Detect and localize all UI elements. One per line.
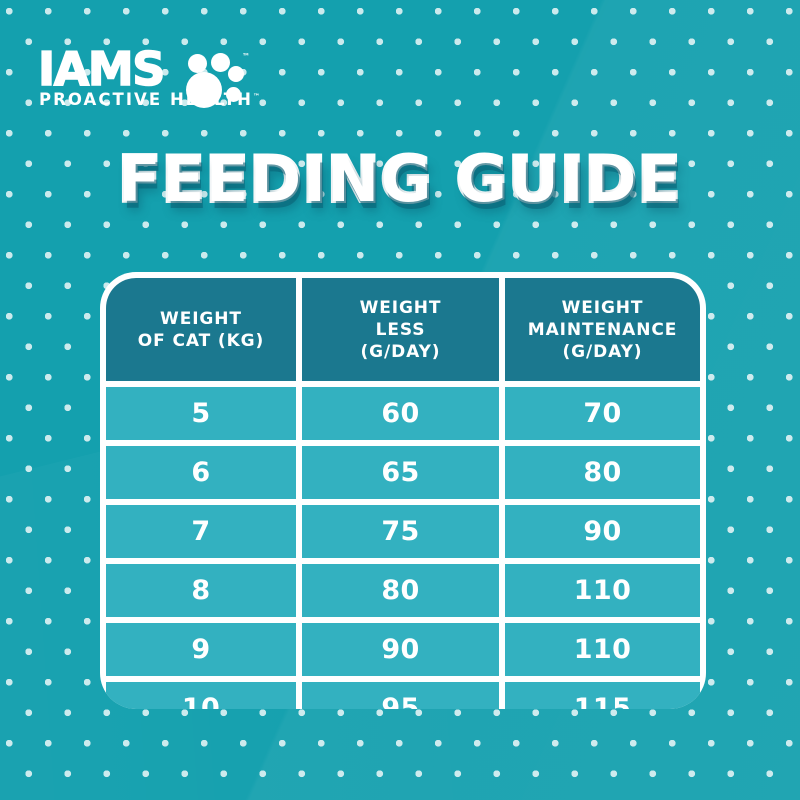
cell-weight-kg: 7 <box>106 505 296 558</box>
cell-weight-maintenance: 80 <box>505 446 700 499</box>
table-row: 6 65 80 <box>106 446 700 499</box>
cell-weight-maintenance: 110 <box>505 564 700 617</box>
cell-weight-maintenance: 90 <box>505 505 700 558</box>
paw-toe-1-shape <box>188 54 207 73</box>
cell-weight-less: 95 <box>302 682 499 709</box>
header-line: WEIGHT <box>359 297 442 318</box>
page-title: FEEDING GUIDE <box>116 141 682 218</box>
header-line: MAINTENANCE <box>527 319 678 340</box>
cell-weight-maintenance: 70 <box>505 387 700 440</box>
table-row: 9 90 110 <box>106 623 700 676</box>
cell-weight-kg: 9 <box>106 623 296 676</box>
cell-weight-less: 80 <box>302 564 499 617</box>
wordmark-trademark-symbol: ™ <box>242 52 250 61</box>
cell-weight-less: 60 <box>302 387 499 440</box>
cell-weight-kg: 10 <box>106 682 296 709</box>
table-row: 7 75 90 <box>106 505 700 558</box>
cell-weight-kg: 8 <box>106 564 296 617</box>
table-header-weight-of-cat: WEIGHT OF CAT (KG) <box>106 278 296 381</box>
cell-weight-maintenance: 110 <box>505 623 700 676</box>
header-line: (G/DAY) <box>360 341 441 362</box>
table-header-weight-maintenance: WEIGHT MAINTENANCE (G/DAY) <box>505 278 700 381</box>
cell-weight-kg: 6 <box>106 446 296 499</box>
cell-weight-less: 65 <box>302 446 499 499</box>
table-header-weight-less: WEIGHT LESS (G/DAY) <box>302 278 499 381</box>
cell-weight-kg: 5 <box>106 387 296 440</box>
paw-toe-2-shape <box>211 53 230 72</box>
table-row: 5 60 70 <box>106 387 700 440</box>
header-line: (G/DAY) <box>562 341 643 362</box>
brand-tagline: PROACTIVE HEALTH™ <box>39 90 260 109</box>
header-line: LESS <box>375 319 426 340</box>
brand-logo: IAMS ™ PROACTIVE HEALTH™ <box>37 45 298 118</box>
paw-toe-3-shape <box>228 66 244 82</box>
feeding-guide-table: WEIGHT OF CAT (KG) WEIGHT LESS (G/DAY) W… <box>100 272 706 709</box>
cell-weight-less: 75 <box>302 505 499 558</box>
tagline-trademark-symbol: ™ <box>252 92 260 101</box>
table-grid: WEIGHT OF CAT (KG) WEIGHT LESS (G/DAY) W… <box>106 278 700 709</box>
table-row: 10 95 115 <box>106 682 700 709</box>
header-line: WEIGHT <box>160 308 242 329</box>
table-header-row: WEIGHT OF CAT (KG) WEIGHT LESS (G/DAY) W… <box>106 278 700 381</box>
table-row: 8 80 110 <box>106 564 700 617</box>
paw-toe-4-shape <box>226 87 241 102</box>
header-line: OF CAT (KG) <box>137 330 265 351</box>
paw-print-icon: ™ <box>186 52 250 108</box>
brand-tagline-text: PROACTIVE HEALTH <box>39 90 253 109</box>
cell-weight-maintenance: 115 <box>505 682 700 709</box>
cell-weight-less: 90 <box>302 623 499 676</box>
brand-wordmark: IAMS <box>37 42 166 96</box>
header-line: WEIGHT <box>561 297 644 318</box>
paw-pad-shape <box>186 72 222 108</box>
